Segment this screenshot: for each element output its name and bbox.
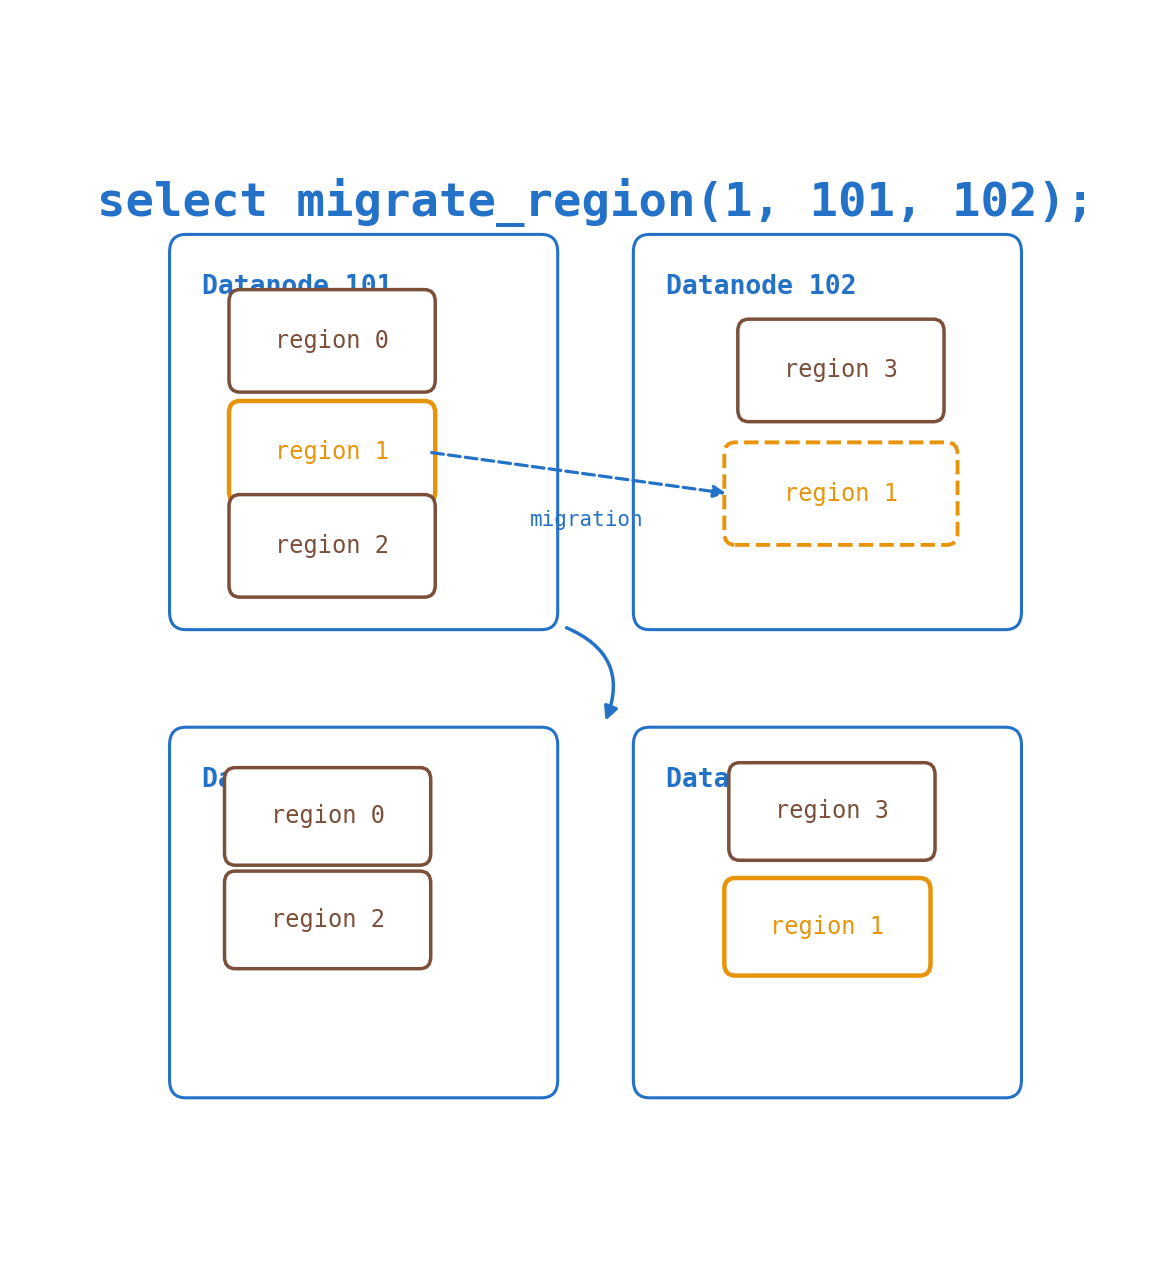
FancyBboxPatch shape: [224, 872, 431, 969]
Text: region 2: region 2: [271, 908, 385, 932]
Text: migration: migration: [530, 511, 644, 530]
FancyBboxPatch shape: [724, 443, 957, 545]
Text: Datanode 101: Datanode 101: [202, 274, 393, 300]
FancyBboxPatch shape: [229, 401, 436, 503]
Text: select migrate_region(1, 101, 102);: select migrate_region(1, 101, 102);: [96, 178, 1095, 228]
Text: region 0: region 0: [275, 329, 389, 353]
FancyBboxPatch shape: [633, 727, 1021, 1098]
Text: Datanode 101: Datanode 101: [202, 767, 393, 792]
Text: region 0: region 0: [271, 804, 385, 828]
Text: region 1: region 1: [275, 440, 389, 465]
Text: region 3: region 3: [775, 800, 889, 823]
Text: region 1: region 1: [784, 481, 898, 506]
FancyBboxPatch shape: [729, 763, 935, 860]
FancyBboxPatch shape: [229, 289, 436, 392]
Text: region 2: region 2: [275, 534, 389, 558]
FancyBboxPatch shape: [738, 319, 944, 421]
FancyBboxPatch shape: [224, 768, 431, 865]
FancyBboxPatch shape: [724, 878, 931, 975]
FancyBboxPatch shape: [170, 727, 558, 1098]
Text: Datanode 102: Datanode 102: [666, 767, 856, 792]
FancyBboxPatch shape: [170, 234, 558, 630]
Text: region 1: region 1: [770, 915, 884, 938]
FancyBboxPatch shape: [229, 494, 436, 596]
FancyBboxPatch shape: [633, 234, 1021, 630]
Text: region 3: region 3: [784, 358, 898, 383]
Text: Datanode 102: Datanode 102: [666, 274, 856, 300]
